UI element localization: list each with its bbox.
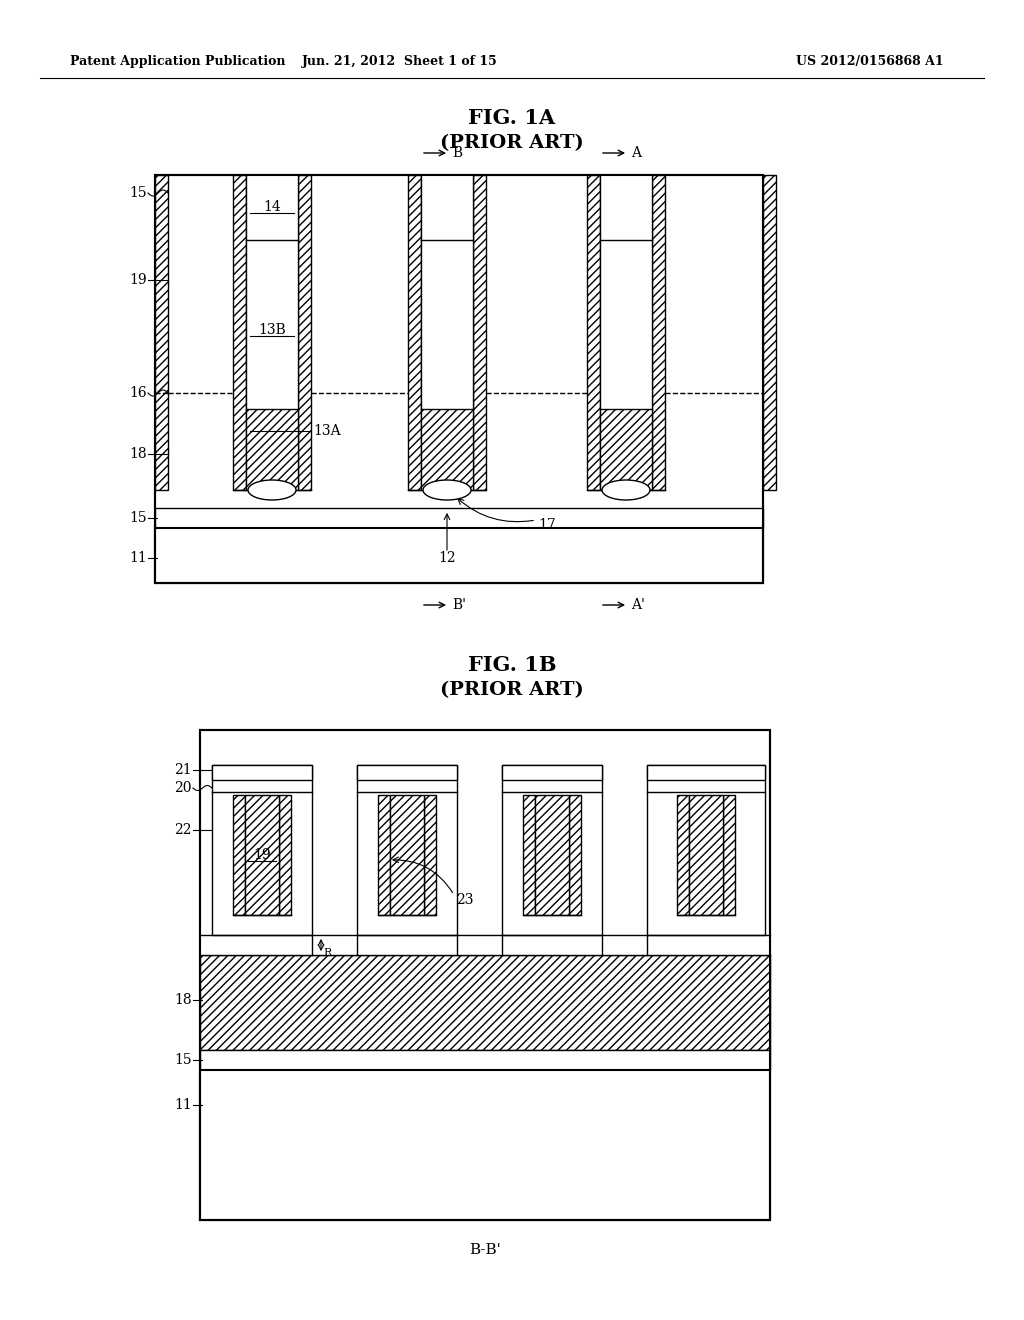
Text: 23: 23: [456, 894, 473, 907]
Text: 11: 11: [129, 550, 147, 565]
Text: A: A: [631, 147, 641, 160]
Bar: [763, 176, 776, 490]
Text: Jun. 21, 2012  Sheet 1 of 15: Jun. 21, 2012 Sheet 1 of 15: [302, 55, 498, 69]
Text: 15: 15: [174, 1053, 193, 1067]
Bar: [233, 795, 245, 915]
Bar: [298, 176, 311, 490]
Bar: [569, 795, 581, 915]
Bar: [357, 766, 457, 780]
Text: 11: 11: [174, 1098, 193, 1111]
Bar: [279, 795, 291, 915]
Bar: [502, 766, 602, 780]
Bar: [200, 730, 770, 1220]
Bar: [652, 176, 665, 490]
Bar: [212, 766, 312, 935]
Text: 21: 21: [174, 763, 193, 777]
Bar: [689, 795, 723, 915]
Text: 20: 20: [174, 781, 193, 795]
Ellipse shape: [248, 480, 296, 500]
Text: A': A': [631, 598, 645, 612]
Ellipse shape: [423, 480, 471, 500]
Bar: [212, 766, 312, 780]
Bar: [246, 409, 298, 490]
Bar: [473, 176, 486, 490]
Text: (PRIOR ART): (PRIOR ART): [440, 135, 584, 152]
Text: 19: 19: [253, 847, 270, 862]
Text: 14: 14: [263, 201, 281, 214]
Bar: [502, 766, 602, 935]
Text: 13B: 13B: [258, 323, 286, 337]
Bar: [647, 766, 765, 935]
Text: 17: 17: [538, 517, 556, 532]
Text: B-B': B-B': [469, 1243, 501, 1257]
Text: 22: 22: [174, 822, 193, 837]
Bar: [155, 176, 168, 490]
Bar: [421, 409, 473, 490]
Text: 15: 15: [129, 511, 147, 525]
Ellipse shape: [602, 480, 650, 500]
Bar: [677, 795, 689, 915]
Bar: [233, 176, 246, 490]
Bar: [535, 795, 569, 915]
Bar: [200, 1049, 770, 1071]
Bar: [378, 795, 390, 915]
Bar: [421, 176, 473, 409]
Text: FIG. 1B: FIG. 1B: [468, 655, 556, 675]
Bar: [155, 176, 763, 583]
Bar: [357, 766, 457, 935]
Text: B: B: [452, 147, 462, 160]
Bar: [587, 176, 600, 490]
Bar: [523, 795, 535, 915]
Text: Patent Application Publication: Patent Application Publication: [70, 55, 286, 69]
Text: 13A: 13A: [313, 424, 341, 438]
Text: 19: 19: [129, 273, 147, 286]
Bar: [200, 935, 770, 954]
Bar: [200, 954, 770, 1049]
Text: B': B': [452, 598, 466, 612]
Text: 12: 12: [438, 550, 456, 565]
Bar: [200, 1071, 770, 1220]
Bar: [155, 508, 763, 528]
Text: US 2012/0156868 A1: US 2012/0156868 A1: [797, 55, 944, 69]
Text: FIG. 1A: FIG. 1A: [468, 108, 556, 128]
Text: (PRIOR ART): (PRIOR ART): [440, 681, 584, 700]
Bar: [155, 176, 763, 583]
Bar: [424, 795, 436, 915]
Bar: [600, 409, 652, 490]
Bar: [600, 176, 652, 409]
Bar: [390, 795, 424, 915]
Bar: [200, 730, 770, 1220]
Bar: [245, 795, 279, 915]
Bar: [246, 176, 298, 409]
Text: 16: 16: [129, 385, 147, 400]
Text: 18: 18: [174, 993, 193, 1007]
Text: 15: 15: [129, 186, 147, 201]
Bar: [723, 795, 735, 915]
Bar: [155, 528, 763, 583]
Bar: [647, 766, 765, 780]
Text: 18: 18: [129, 447, 147, 461]
Bar: [408, 176, 421, 490]
Text: R: R: [323, 948, 331, 958]
